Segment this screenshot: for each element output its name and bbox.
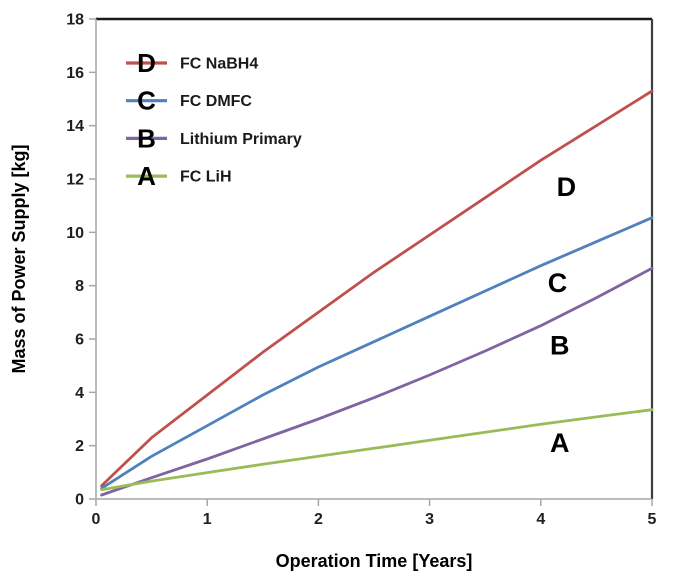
y-axis-tick-label: 10 [66, 225, 84, 242]
series-line-D [100, 89, 654, 488]
series-annotation-C: C [548, 268, 568, 298]
y-axis-tick-label: 4 [75, 385, 84, 402]
x-axis-tick-label: 5 [648, 511, 657, 528]
series-line-C [100, 216, 654, 490]
y-axis-tick-label: 18 [66, 12, 84, 29]
y-axis-tick-label: 12 [66, 172, 84, 189]
x-axis-tick-label: 3 [425, 511, 434, 528]
legend-letter-D: D [137, 48, 156, 78]
series-annotation-B: B [550, 331, 570, 361]
y-axis-tick-label: 16 [66, 65, 84, 82]
y-axis-title: Mass of Power Supply [kg] [9, 144, 29, 373]
x-axis-tick-label: 1 [203, 511, 212, 528]
legend-letter-B: B [137, 123, 156, 153]
y-axis-tick-label: 2 [75, 438, 84, 455]
x-axis-tick-label: 0 [92, 511, 101, 528]
x-axis-tick-label: 2 [314, 511, 323, 528]
series-line-B [100, 266, 654, 497]
x-axis-title: Operation Time [Years] [276, 551, 473, 571]
x-axis-tick-label: 4 [536, 511, 545, 528]
y-axis-tick-label: 8 [75, 278, 84, 295]
legend-label-C: FC DMFC [180, 93, 252, 110]
series-annotation-A: A [550, 428, 570, 458]
series-annotation-D: D [557, 172, 577, 202]
y-axis-tick-label: 14 [66, 118, 84, 135]
legend-label-B: Lithium Primary [180, 131, 302, 148]
legend-letter-A: A [137, 161, 156, 191]
series-line-A [100, 408, 654, 492]
y-axis-tick-label: 0 [75, 492, 84, 509]
legend-label-A: FC LiH [180, 169, 232, 186]
legend-label-D: FC NaBH4 [180, 56, 258, 73]
y-axis-tick-label: 6 [75, 332, 84, 349]
legend-letter-C: C [137, 86, 156, 116]
